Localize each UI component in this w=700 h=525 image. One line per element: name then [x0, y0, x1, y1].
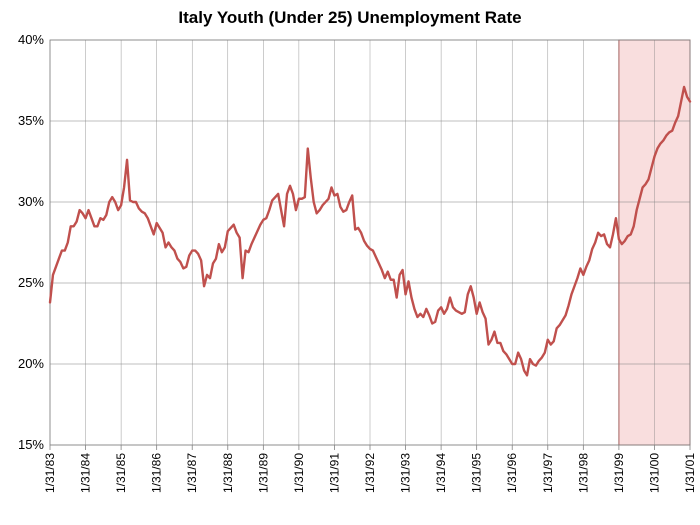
x-tick-label: 1/31/93 — [399, 453, 413, 493]
y-tick-label: 35% — [18, 113, 44, 128]
x-tick-label: 1/31/99 — [612, 453, 626, 493]
x-tick-label: 1/31/94 — [434, 453, 448, 493]
x-tick-label: 1/31/86 — [150, 453, 164, 493]
x-tick-label: 1/31/85 — [114, 453, 128, 493]
chart-title: Italy Youth (Under 25) Unemployment Rate — [0, 8, 700, 28]
chart-svg: 15% 20% 25% 30% 35% 40% 1/31/83 1/31/84 1/31/85 1… — [0, 0, 700, 525]
x-tick-label: 1/31/83 — [43, 453, 57, 493]
x-tick-label: 1/31/90 — [292, 453, 306, 493]
x-tick-label: 1/31/95 — [470, 453, 484, 493]
chart-container: Italy Youth (Under 25) Unemployment Rate… — [0, 0, 700, 525]
x-tick-label: 1/31/01 — [683, 453, 697, 493]
y-tick-label: 25% — [18, 275, 44, 290]
x-tick-label: 1/31/97 — [541, 453, 555, 493]
x-tick-label: 1/31/87 — [185, 453, 199, 493]
x-tick-label: 1/31/89 — [256, 453, 270, 493]
y-tick-label: 40% — [18, 32, 44, 47]
x-tick-label: 1/31/00 — [647, 453, 661, 493]
x-tick-label: 1/31/88 — [221, 453, 235, 493]
x-tick-label: 1/31/84 — [79, 453, 93, 493]
x-tick-label: 1/31/98 — [576, 453, 590, 493]
y-tick-label: 20% — [18, 356, 44, 371]
x-tick-label: 1/31/92 — [363, 453, 377, 493]
x-tick-label: 1/31/96 — [505, 453, 519, 493]
x-tick-label: 1/31/91 — [327, 453, 341, 493]
y-tick-label: 30% — [18, 194, 44, 209]
y-tick-label: 15% — [18, 437, 44, 452]
